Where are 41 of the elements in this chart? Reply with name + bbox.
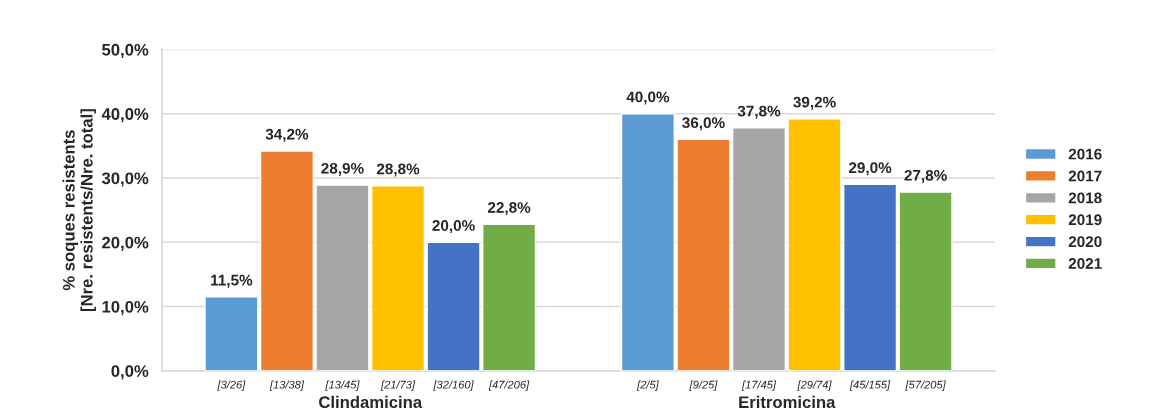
text: [13/45]: [325, 380, 360, 391]
legend-label: 2019: [1068, 214, 1102, 226]
text: [21/73]: [380, 380, 416, 391]
y-tick-label: 20,0%: [102, 236, 149, 251]
text: [57/205]: [905, 380, 946, 391]
bar: [898, 191, 953, 371]
data-label: 34,2%: [265, 128, 309, 142]
x-tick-label: Clindamicina: [319, 395, 423, 409]
text: [9/25]: [689, 380, 718, 391]
data-label: 37,8%: [737, 105, 781, 119]
text: [13/38]: [269, 380, 305, 391]
text: [2/5]: [636, 380, 659, 391]
legend-label: 2020: [1068, 236, 1102, 248]
y-tick-label: 50,0%: [102, 43, 149, 59]
data-label: 40,0%: [626, 91, 670, 105]
y-tick-label: 30,0%: [101, 172, 149, 187]
y-tick-label: 0,0%: [111, 365, 149, 380]
y-tick-label: 40,0%: [101, 108, 149, 123]
text: [32/160]: [433, 380, 474, 391]
data-label: 39,2%: [793, 96, 836, 110]
data-label: 11,5%: [211, 274, 253, 288]
bar: [204, 296, 259, 371]
data-label: 28,9%: [321, 162, 364, 176]
legend-label: 2016: [1068, 148, 1102, 160]
data-label: 36,0%: [682, 117, 725, 131]
text: [3/26]: [217, 380, 246, 391]
data-label: 28,8%: [376, 163, 420, 177]
x-tick-label: Eritromicina: [739, 395, 836, 409]
text: [45/155]: [849, 380, 891, 391]
data-label: 22,8%: [487, 202, 531, 216]
text: [29/74]: [797, 380, 832, 391]
legend-label: 2021: [1068, 258, 1102, 269]
text: [17/45]: [741, 380, 777, 391]
text: [47/206]: [488, 380, 530, 391]
data-label: 29,0%: [848, 162, 892, 176]
data-label: 20,0%: [432, 220, 475, 234]
y-axis-title: % soques resistents [Nre. resistents/Nre. total]: [62, 109, 96, 312]
y-tick-label: 10,0%: [102, 300, 149, 316]
data-label: 27,8%: [904, 169, 947, 183]
legend-label: 2017: [1068, 170, 1102, 182]
legend-label: 2018: [1068, 192, 1102, 204]
